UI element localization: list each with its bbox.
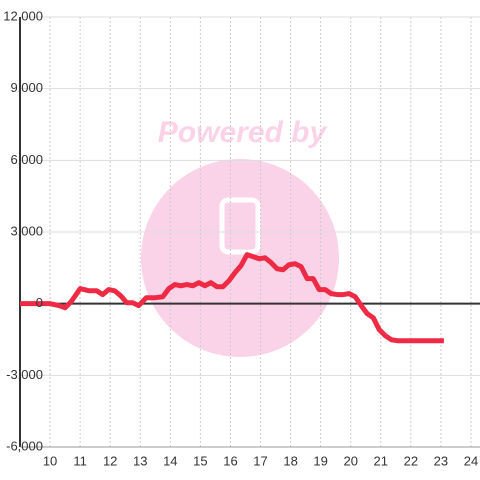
y-tick-label: -6,000 bbox=[6, 438, 43, 453]
x-tick-label: 22 bbox=[404, 453, 418, 468]
y-tick-label: 3,000 bbox=[10, 223, 43, 238]
data-line bbox=[20, 252, 444, 344]
x-tick-label: 24 bbox=[464, 453, 478, 468]
y-tick-label: 6,000 bbox=[10, 152, 43, 167]
y-tick-label: 9,000 bbox=[10, 80, 43, 95]
x-tick-label: 19 bbox=[313, 453, 327, 468]
x-tick-label: 12 bbox=[103, 453, 117, 468]
y-tick-label: 12,000 bbox=[3, 8, 43, 23]
y-tick-label: 0 bbox=[36, 295, 43, 310]
y-tick-label: -3,000 bbox=[6, 367, 43, 382]
watermark-logo bbox=[141, 159, 339, 357]
x-tick-label: 17 bbox=[253, 453, 267, 468]
x-tick-label: 13 bbox=[133, 453, 147, 468]
x-tick-label: 11 bbox=[73, 453, 87, 468]
x-tick-label: 18 bbox=[283, 453, 297, 468]
x-tick-label: 14 bbox=[163, 453, 177, 468]
x-tick-label: 20 bbox=[343, 453, 357, 468]
x-tick-label: 21 bbox=[374, 453, 388, 468]
x-tick-label: 16 bbox=[223, 453, 237, 468]
x-tick-label: 23 bbox=[434, 453, 448, 468]
x-tick-label: 15 bbox=[193, 453, 207, 468]
watermark-text: Powered by bbox=[158, 116, 328, 149]
x-tick-label: 10 bbox=[43, 453, 57, 468]
